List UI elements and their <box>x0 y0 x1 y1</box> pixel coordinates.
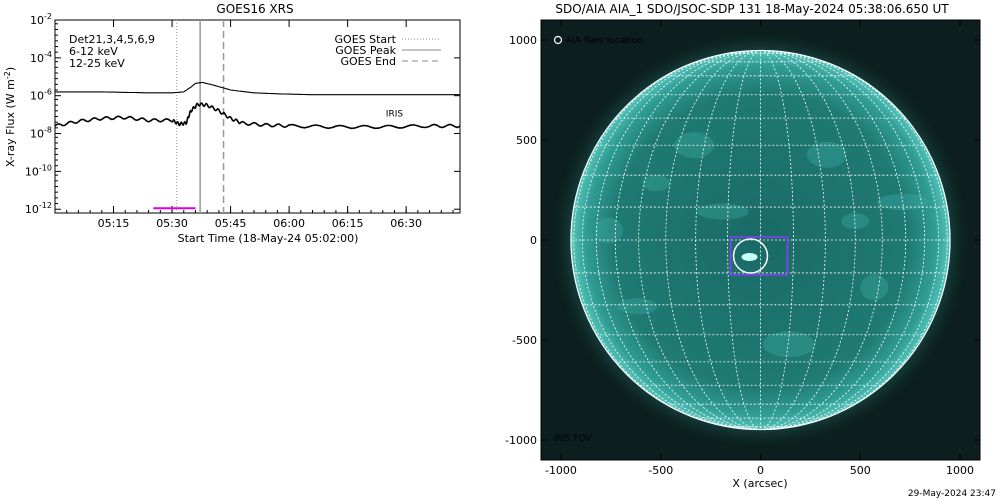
x-tick-label: 06:30 <box>390 217 422 230</box>
flare-location-marker-icon <box>553 35 563 45</box>
y-tick-exponent: -12 <box>39 201 52 210</box>
x-tick-label: 1000 <box>946 464 974 477</box>
x-tick-label: 05:15 <box>98 217 130 230</box>
goes-series-group <box>54 81 461 130</box>
longitude-line <box>760 50 948 430</box>
flare-kernel <box>741 253 758 261</box>
longitude-line <box>614 50 761 430</box>
longitude-line <box>665 50 761 430</box>
active-region <box>696 203 749 220</box>
y-tick-label: 10-6 <box>30 88 52 103</box>
aia-y-axis: 1000 500 0 -500 -1000 <box>505 34 980 447</box>
long-channel-line <box>55 81 460 96</box>
x-tick-label: 05:30 <box>156 217 188 230</box>
longitude-line <box>727 50 761 430</box>
legend-6-12-kev: 6-12 keV <box>69 45 118 58</box>
y-tick-base: 10 <box>30 14 44 27</box>
active-region <box>806 141 847 168</box>
legend-goes-start: GOES Start <box>335 33 397 46</box>
active-region <box>841 213 870 230</box>
y-tick-label: 1000 <box>509 34 537 47</box>
y-tick-label: -1000 <box>505 434 537 447</box>
heliographic-grid <box>570 50 951 430</box>
x-tick-label: -1000 <box>545 464 577 477</box>
goes-y-axis-label: X-ray Flux (W m-2) <box>3 67 17 167</box>
active-region <box>860 274 889 301</box>
x-tick-label: 06:00 <box>273 217 305 230</box>
y-tick-base: 10 <box>25 165 39 178</box>
longitude-line <box>695 50 761 430</box>
y-tick-exponent: -4 <box>44 50 52 59</box>
y-tick-base: 10 <box>30 128 44 141</box>
aia-map: SDO/AIA AIA_1 SDO/JSOC-SDP 131 18-May-20… <box>505 2 981 490</box>
flare-location-label: AIA flare location <box>566 36 643 46</box>
y-tick-label: -500 <box>512 334 537 347</box>
longitude-line <box>760 50 883 430</box>
x-tick-label: 0 <box>757 464 764 477</box>
goes-event-lines <box>176 20 225 213</box>
iris-fov-box <box>729 236 789 276</box>
longitude-line <box>760 50 926 430</box>
goes-x-axis-label: Start Time (18-May-24 05:02:00) <box>178 232 359 245</box>
y-tick-exponent: -8 <box>44 126 52 135</box>
solar-limb <box>570 49 951 431</box>
aia-x-axis: -1000 -500 0 500 1000 <box>545 20 974 477</box>
x-tick-label: 05:45 <box>215 217 247 230</box>
y-tick-label: 500 <box>516 134 537 147</box>
y-tick-label: 10-12 <box>25 201 52 216</box>
goes-legend-left: Det21,3,4,5,6,9 6-12 keV 12-25 keV <box>69 33 155 70</box>
longitude-line <box>638 50 761 430</box>
y-tick-label: 10-8 <box>30 126 52 141</box>
y-tick-base: 10 <box>30 52 44 65</box>
iris-fov-label: IRIS FOV <box>553 434 592 444</box>
y-tick-label: 10-4 <box>30 50 52 65</box>
x-tick-label: 500 <box>850 464 871 477</box>
legend-goes-peak: GOES Peak <box>335 44 396 57</box>
aia-x-axis-label: X (arcsec) <box>732 477 787 490</box>
goes-legend-right: GOES Start GOES Peak GOES End <box>335 33 441 68</box>
y-tick-base: 10 <box>25 203 39 216</box>
longitude-line <box>595 50 761 430</box>
footer-timestamp: 29-May-2024 23:47 <box>908 489 996 499</box>
active-region <box>642 175 671 192</box>
legend-goes-end: GOES End <box>340 55 396 68</box>
y-tick-label: 10-10 <box>25 163 52 178</box>
legend-12-25-kev: 12-25 keV <box>69 57 125 70</box>
y-tick-exponent: -2 <box>44 12 52 21</box>
y-tick-label: 10-2 <box>30 12 52 27</box>
active-region <box>762 331 815 358</box>
x-tick-label: -500 <box>648 464 673 477</box>
y-tick-base: 10 <box>30 90 44 103</box>
goes-x-axis: 05:15 05:30 05:45 06:00 06:15 06:30 <box>66 20 454 230</box>
aia-flare-circle <box>732 238 769 274</box>
active-region <box>617 298 658 315</box>
longitude-line <box>760 50 794 430</box>
y-tick-exponent: -6 <box>44 88 52 97</box>
legend-detectors: Det21,3,4,5,6,9 <box>69 33 155 46</box>
longitude-line <box>581 50 761 430</box>
goes-chart-title: GOES16 XRS <box>216 2 293 16</box>
longitude-line <box>760 50 826 430</box>
y-tick-label: 0 <box>530 234 537 247</box>
longitude-line <box>760 50 856 430</box>
x-tick-label: 06:15 <box>332 217 364 230</box>
y-tick-exponent: -10 <box>39 163 52 172</box>
longitude-line <box>573 50 761 430</box>
active-regions <box>594 132 929 358</box>
short-channel-line <box>54 102 461 130</box>
longitude-line <box>760 50 907 430</box>
longitude-line <box>760 50 940 430</box>
iris-label: IRIS <box>386 110 404 120</box>
active-region <box>594 217 623 244</box>
aia-map-title: SDO/AIA AIA_1 SDO/JSOC-SDP 131 18-May-20… <box>555 2 949 16</box>
